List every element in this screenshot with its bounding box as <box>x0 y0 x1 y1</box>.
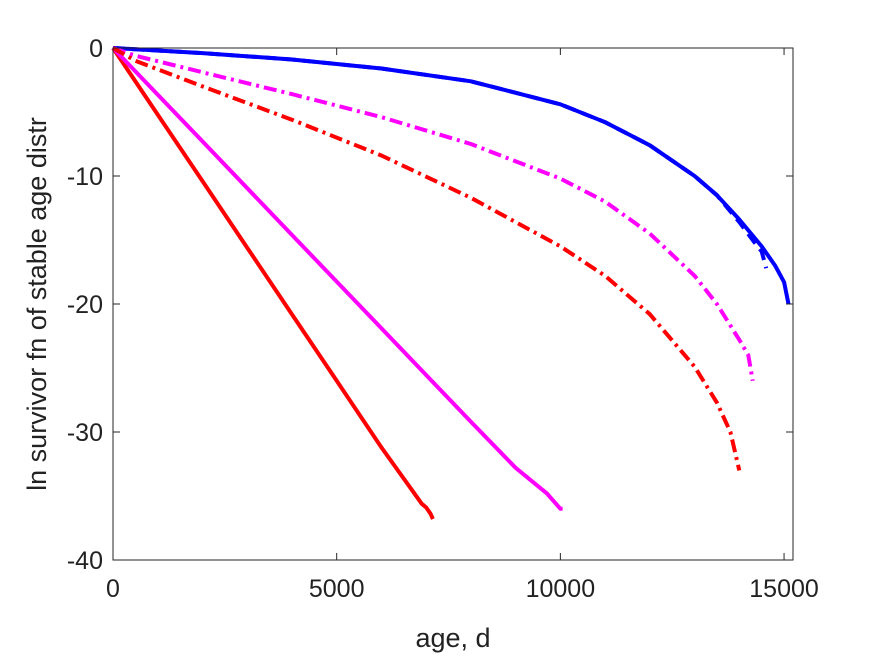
series-line-5 <box>112 46 755 382</box>
x-tick-label: 5000 <box>309 575 365 603</box>
tick-layer: 0 5000 10000 15000 -40 -30 -20 -10 0 <box>67 35 819 603</box>
series-line-1 <box>111 46 435 520</box>
x-tick-label: 15000 <box>749 575 819 603</box>
y-tick-label: -40 <box>67 547 103 575</box>
x-axis-label: age, d <box>415 623 490 653</box>
x-tick-label: 0 <box>106 575 120 603</box>
y-tick-label: -30 <box>67 419 103 447</box>
x-tick-label: 10000 <box>526 575 596 603</box>
y-tick-label: -20 <box>67 291 103 319</box>
series-line-6 <box>112 46 742 471</box>
series-layer <box>111 46 791 520</box>
series-line-4 <box>112 46 769 269</box>
series-line-3 <box>112 46 791 305</box>
plot-area-frame <box>112 47 794 561</box>
y-axis-label: ln survivor fn of stable age distr <box>22 117 52 491</box>
y-tick-label: 0 <box>89 35 103 63</box>
y-tick-label: -10 <box>67 163 103 191</box>
series-line-2 <box>111 46 563 511</box>
